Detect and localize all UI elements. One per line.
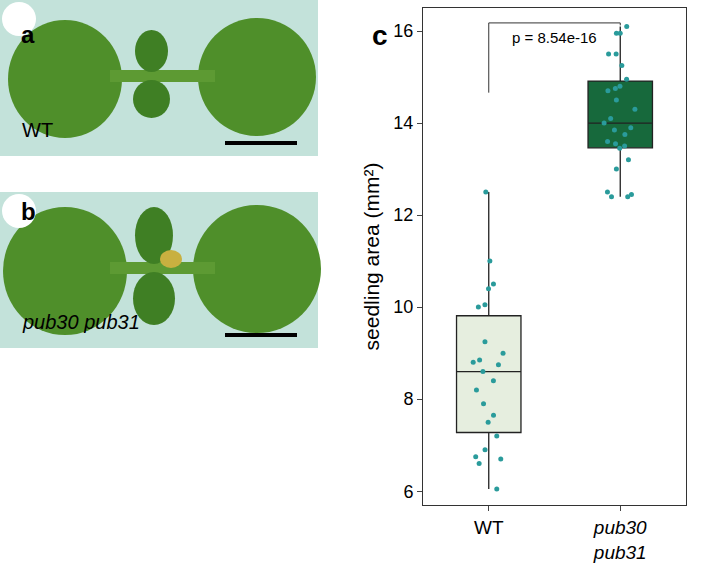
svg-text:WT: WT — [474, 517, 504, 538]
svg-text:14: 14 — [393, 113, 413, 133]
svg-text:WT: WT — [22, 119, 53, 141]
svg-text:p = 8.54e-16: p = 8.54e-16 — [512, 29, 597, 46]
svg-text:a: a — [21, 21, 35, 48]
svg-text:seedling area (mm²): seedling area (mm²) — [360, 163, 383, 351]
svg-text:pub30pub31: pub30pub31 — [593, 517, 647, 563]
svg-text:8: 8 — [403, 389, 413, 409]
svg-text:c: c — [372, 20, 388, 51]
svg-text:b: b — [21, 198, 36, 225]
svg-text:10: 10 — [393, 297, 413, 317]
svg-text:16: 16 — [393, 21, 413, 41]
svg-text:6: 6 — [403, 481, 413, 501]
svg-text:pub30 pub31: pub30 pub31 — [22, 311, 140, 333]
svg-text:12: 12 — [393, 205, 413, 225]
